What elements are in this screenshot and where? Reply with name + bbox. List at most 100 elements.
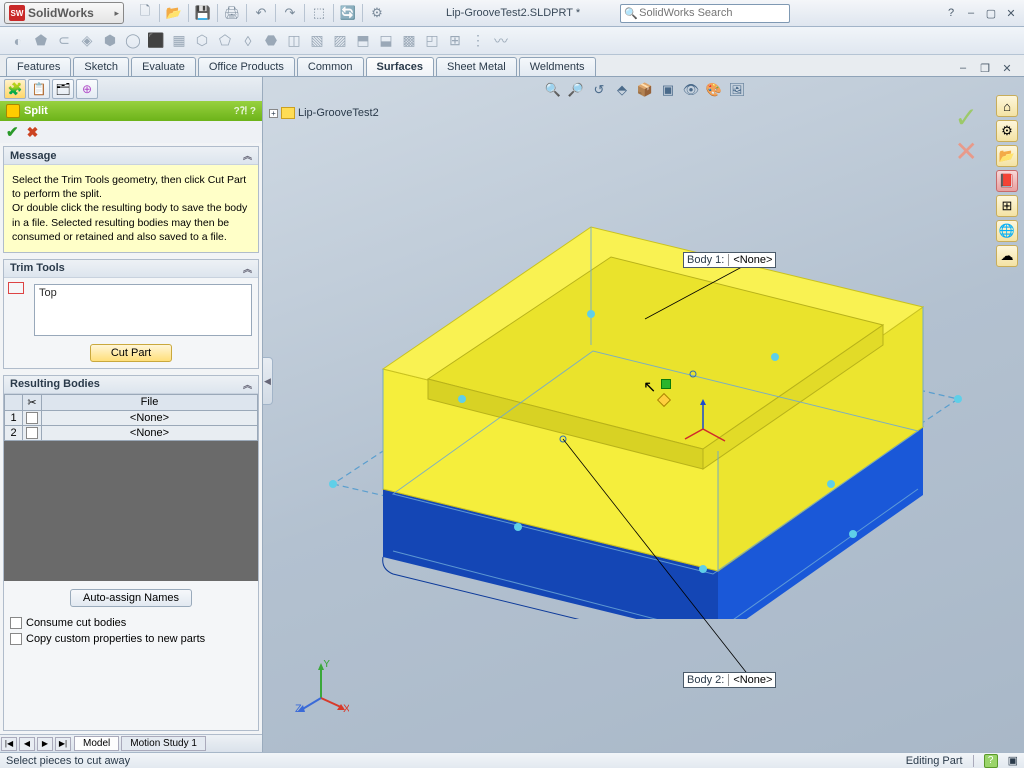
redo-icon[interactable]: ↷: [281, 4, 299, 22]
cmd-icon[interactable]: ◯: [123, 31, 143, 51]
cmd-icon[interactable]: ⊂: [54, 31, 74, 51]
motion-study-tab[interactable]: Motion Study 1: [121, 736, 206, 751]
callout-body1[interactable]: Body 1: <None>: [683, 252, 776, 268]
consume-checkbox-row[interactable]: Consume cut bodies: [4, 615, 258, 631]
graphics-viewport[interactable]: 🔍 🔎 ↺ ⬘ 📦 ▣ 👁 🎨 🖼 + Lip-GrooveTest2 ◀: [263, 77, 1024, 752]
trim-item[interactable]: Top: [39, 287, 247, 299]
tab-features[interactable]: Features: [6, 57, 71, 76]
doc-minimize-icon[interactable]: –: [954, 60, 972, 76]
cancel-button[interactable]: ✖: [27, 124, 39, 141]
select-icon[interactable]: ⬚: [310, 4, 328, 22]
status-help-icon[interactable]: ?: [984, 754, 998, 768]
new-icon[interactable]: 🗋: [136, 4, 154, 22]
callout-value[interactable]: <None>: [728, 674, 772, 686]
hide-show-icon[interactable]: 👁: [681, 81, 701, 99]
tab-office-products[interactable]: Office Products: [198, 57, 295, 76]
cmd-icon[interactable]: ◫: [284, 31, 304, 51]
reject-icon[interactable]: ✕: [955, 135, 978, 168]
zoom-fit-icon[interactable]: 🔍: [543, 81, 563, 99]
search-box[interactable]: 🔍: [620, 4, 790, 23]
feature-manager-tab-icon[interactable]: 🧩: [4, 79, 26, 99]
logo-dropdown-icon[interactable]: ▸: [114, 8, 119, 19]
callout-value[interactable]: <None>: [728, 254, 772, 266]
scene-icon[interactable]: 🖼: [727, 81, 747, 99]
cmd-icon[interactable]: ⊞: [445, 31, 465, 51]
custom-props-tab-icon[interactable]: 🌐: [996, 220, 1018, 242]
cmd-icon[interactable]: 〰: [491, 31, 511, 51]
nav-prev-icon[interactable]: ◀: [19, 737, 35, 751]
cmd-icon[interactable]: ◊: [238, 31, 258, 51]
row-checkbox[interactable]: [26, 412, 38, 424]
property-manager-tab-icon[interactable]: 📋: [28, 79, 50, 99]
cmd-icon[interactable]: ⬠: [215, 31, 235, 51]
undo-icon[interactable]: ↶: [252, 4, 270, 22]
doc-close-icon[interactable]: ✕: [998, 60, 1016, 76]
cmd-icon[interactable]: ⬣: [261, 31, 281, 51]
cmd-icon[interactable]: ⬡: [192, 31, 212, 51]
cloud-tab-icon[interactable]: ☁: [996, 245, 1018, 267]
cmd-icon[interactable]: ⬓: [376, 31, 396, 51]
trim-tools-header[interactable]: Trim Tools ︽: [4, 260, 258, 278]
trim-tools-list[interactable]: Top: [34, 284, 252, 336]
flyout-tree[interactable]: + Lip-GrooveTest2: [269, 107, 379, 119]
zoom-area-icon[interactable]: 🔎: [566, 81, 586, 99]
view-palette-tab-icon[interactable]: 📕: [996, 170, 1018, 192]
cmd-icon[interactable]: ▩: [399, 31, 419, 51]
cmd-icon[interactable]: ⬒: [353, 31, 373, 51]
consume-checkbox[interactable]: [10, 617, 22, 629]
open-icon[interactable]: 📂: [165, 4, 183, 22]
cmd-icon[interactable]: ⬛: [146, 31, 166, 51]
cmd-icon[interactable]: ▧: [307, 31, 327, 51]
panel-collapse-handle[interactable]: ◀: [263, 357, 273, 405]
cmd-icon[interactable]: ◈: [77, 31, 97, 51]
nav-next-icon[interactable]: ▶: [37, 737, 53, 751]
save-icon[interactable]: 💾: [194, 4, 212, 22]
close-icon[interactable]: ✕: [1002, 5, 1020, 21]
print-icon[interactable]: 🖨: [223, 4, 241, 22]
ok-button[interactable]: ✔: [6, 123, 19, 141]
appearance-icon[interactable]: 🎨: [704, 81, 724, 99]
view-orient-icon[interactable]: 📦: [635, 81, 655, 99]
dimxpert-tab-icon[interactable]: ⊕: [76, 79, 98, 99]
cut-part-button[interactable]: Cut Part: [90, 344, 172, 362]
resulting-bodies-table[interactable]: ✂ File 1 <None> 2 <None>: [4, 394, 258, 441]
model-tab[interactable]: Model: [74, 736, 119, 751]
collapse-icon[interactable]: ︽: [243, 262, 252, 275]
design-library-tab-icon[interactable]: ⚙: [996, 120, 1018, 142]
tab-common[interactable]: Common: [297, 57, 364, 76]
table-row[interactable]: 2 <None>: [5, 425, 258, 440]
tab-weldments[interactable]: Weldments: [519, 57, 596, 76]
tab-evaluate[interactable]: Evaluate: [131, 57, 196, 76]
copy-props-checkbox-row[interactable]: Copy custom properties to new parts: [4, 631, 258, 647]
minimize-icon[interactable]: –: [962, 5, 980, 21]
options-icon[interactable]: ⚙: [368, 4, 386, 22]
collapse-icon[interactable]: ︽: [243, 378, 252, 391]
tab-sketch[interactable]: Sketch: [73, 57, 129, 76]
resources-tab-icon[interactable]: ⌂: [996, 95, 1018, 117]
copy-props-checkbox[interactable]: [10, 633, 22, 645]
tree-expand-icon[interactable]: +: [269, 109, 278, 118]
search-input[interactable]: [639, 7, 769, 19]
config-manager-tab-icon[interactable]: 🗂: [52, 79, 74, 99]
cmd-icon[interactable]: ◰: [422, 31, 442, 51]
cmd-icon[interactable]: ▦: [169, 31, 189, 51]
callout-body2[interactable]: Body 2: <None>: [683, 672, 776, 688]
resulting-bodies-header[interactable]: Resulting Bodies ︽: [4, 376, 258, 394]
maximize-icon[interactable]: ▢: [982, 5, 1000, 21]
table-row[interactable]: 1 <None>: [5, 410, 258, 425]
nav-last-icon[interactable]: ▶|: [55, 737, 71, 751]
cmd-icon[interactable]: ◐: [8, 31, 28, 51]
cmd-icon[interactable]: ⋮: [468, 31, 488, 51]
status-rebuild-icon[interactable]: ▣: [1008, 754, 1018, 767]
app-logo[interactable]: SW SolidWorks ▸: [4, 2, 124, 24]
tab-sheet-metal[interactable]: Sheet Metal: [436, 57, 517, 76]
help-icon[interactable]: ?: [942, 5, 960, 21]
tab-surfaces[interactable]: Surfaces: [366, 57, 434, 76]
auto-assign-button[interactable]: Auto-assign Names: [70, 589, 192, 607]
message-header[interactable]: Message ︽: [4, 147, 258, 165]
cmd-icon[interactable]: ⬢: [100, 31, 120, 51]
orientation-triad[interactable]: Y X Z: [293, 660, 349, 716]
display-style-icon[interactable]: ▣: [658, 81, 678, 99]
cmd-icon[interactable]: ▨: [330, 31, 350, 51]
feature-help-icon[interactable]: ?⁈ ?: [234, 106, 256, 117]
